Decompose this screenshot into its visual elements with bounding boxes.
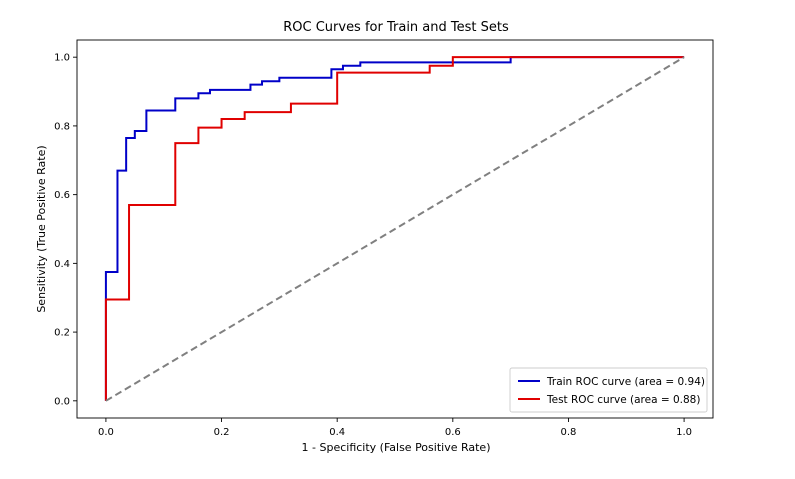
series-line-test [104,56,685,401]
x-axis-label: 1 - Specificity (False Positive Rate) [302,441,491,454]
y-tick-label: 0.0 [54,396,70,407]
x-tick-label: 0.4 [329,427,345,438]
chance-diagonal-line [105,56,685,402]
legend-entry-label: Train ROC curve (area = 0.94) [546,376,705,388]
x-tick-label: 0.2 [214,427,230,438]
y-tick-label: 0.4 [54,259,70,270]
x-tick-label: 0.0 [98,427,114,438]
y-tick-label: 0.2 [54,328,70,339]
legend: Train ROC curve (area = 0.94) Test ROC cu… [509,367,708,413]
x-tick-label: 1.0 [676,427,692,438]
plot-area: 0.0 0.2 0.4 0.6 0.8 1.0 0.0 0.2 0.4 0.6 0.8 1.0 [54,39,714,438]
plot-frame [76,39,714,419]
legend-box [509,367,708,413]
y-tick-label: 0.6 [54,190,70,201]
x-tick-label: 0.6 [445,427,461,438]
y-tick-label: 0.8 [54,121,70,132]
x-tick-label: 0.8 [561,427,577,438]
chart-title: ROC Curves for Train and Test Sets [283,20,509,35]
series-line-train [104,56,685,401]
y-tick-label: 1.0 [54,53,70,64]
legend-entry-label: Test ROC curve (area = 0.88) [546,394,700,406]
y-axis-label: Sensitivity (True Positive Rate) [35,145,48,312]
